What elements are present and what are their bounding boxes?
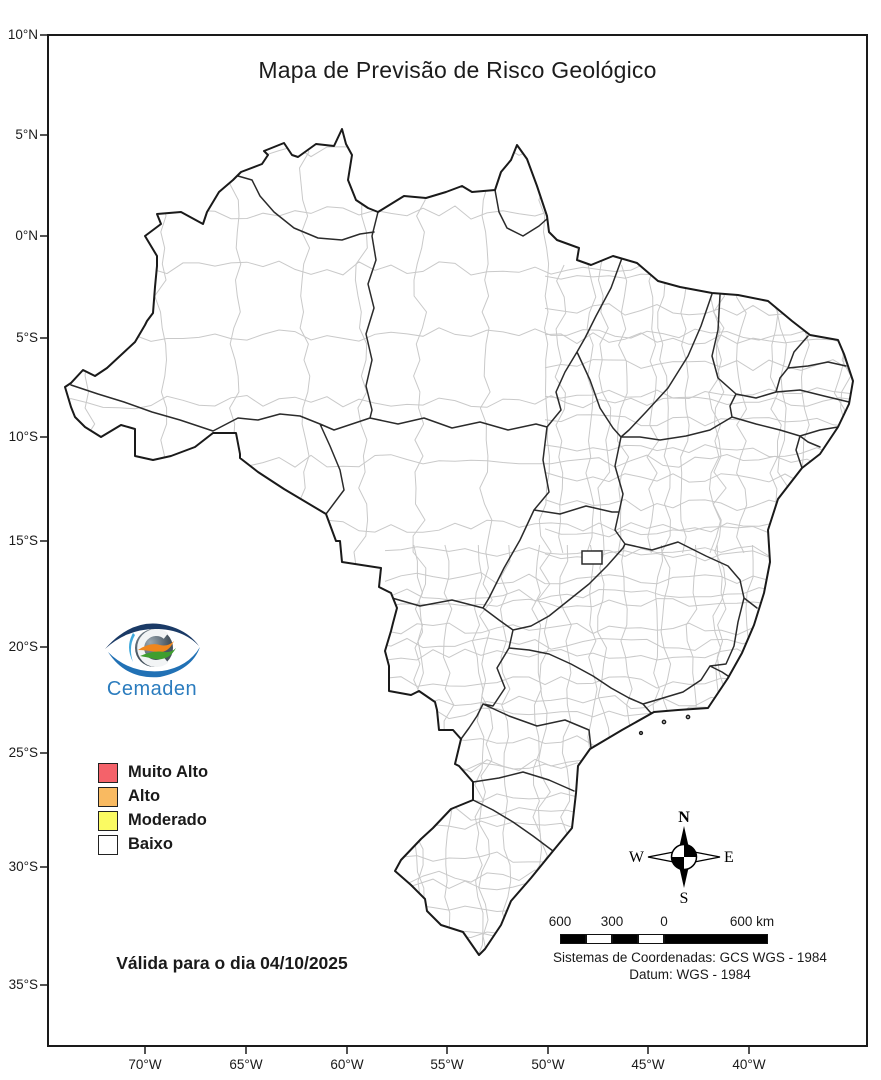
lat-tick-label: 10°N [7,27,38,42]
baixo-swatch [98,834,118,855]
legend-item-moderado: Moderado [98,810,207,831]
scale-bar-segments [560,934,768,944]
legend-item-alto: Alto [98,786,160,807]
cemaden-logo-caption: Cemaden [106,678,198,700]
compass-north-label: N [678,809,690,826]
compass-west-label: W [629,849,645,866]
lat-tick-label: 15°S [8,533,38,548]
lat-tick-label: 25°S [8,745,38,760]
lat-tick-label: 20°S [8,639,38,654]
alto-swatch [98,786,118,807]
scale-label: 600 [548,914,572,929]
lat-tick-label: 30°S [8,859,38,874]
longitude-ticks [144,1046,750,1054]
lon-tick-label: 70°W [128,1057,162,1072]
legend-label: Muito Alto [128,763,209,781]
validity-date-text: Válida para o dia 04/10/2025 [116,953,348,973]
lon-tick-label: 45°W [631,1057,665,1072]
muito-alto-swatch [98,762,118,783]
lat-tick-label: 10°S [8,429,38,444]
scale-label: 300 [600,914,624,929]
legend-item-muito-alto: Muito Alto [98,762,208,783]
coastal-islets [638,714,691,736]
legend-label: Moderado [128,811,207,829]
crs-line1: Sistemas de Coordenadas: GCS WGS - 1984 [553,950,827,965]
scale-bar: 600 300 0 600 km [549,914,774,948]
state-boundaries [70,175,850,852]
scale-label: 0 [660,914,668,929]
distrito-federal-outline [581,550,603,565]
lon-tick-label: 60°W [330,1057,364,1072]
compass-east-label: E [724,849,734,866]
legend-label: Alto [128,787,161,805]
lon-tick-label: 55°W [430,1057,464,1072]
brazil-country-outline [64,128,854,956]
compass-rose: N S W E [629,809,734,907]
crs-line2: Datum: WGS - 1984 [629,967,751,982]
scale-label: 600 km [729,914,775,929]
moderado-swatch [98,810,118,831]
compass-south-label: S [680,890,689,907]
lon-tick-label: 40°W [732,1057,766,1072]
latitude-ticks [40,34,48,986]
coordinate-system-note: Sistemas de Coordenadas: GCS WGS - 1984 … [510,949,870,983]
lat-tick-label: 0°N [15,228,38,243]
lon-tick-label: 50°W [531,1057,565,1072]
lat-tick-label: 5°N [15,127,38,142]
lon-tick-label: 65°W [229,1057,263,1072]
legend-item-baixo: Baixo [98,834,173,855]
lat-tick-label: 5°S [16,330,38,345]
brazil-landmass [65,129,853,955]
lat-tick-label: 35°S [8,977,38,992]
legend-label: Baixo [128,835,173,853]
page-title: Mapa de Previsão de Risco Geológico [258,57,657,83]
cemaden-logo [105,623,200,678]
